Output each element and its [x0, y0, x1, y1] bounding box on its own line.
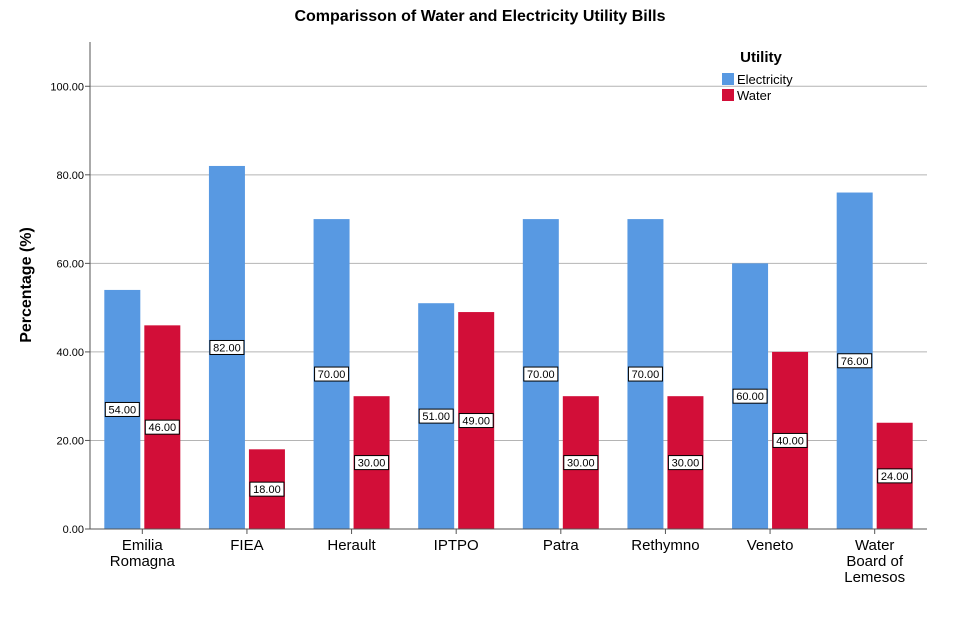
legend-label: Water — [737, 88, 772, 103]
data-label: 30.00 — [567, 458, 595, 470]
x-tick-label: Herault — [327, 537, 376, 554]
data-label-box — [627, 366, 663, 382]
x-tick-label: Rethymno — [631, 537, 699, 554]
legend-swatch — [722, 73, 734, 85]
data-label: 70.00 — [318, 369, 346, 381]
data-label: 18.00 — [253, 484, 281, 496]
y-tick-label: 80.00 — [56, 170, 84, 182]
data-label: 46.00 — [149, 422, 177, 434]
data-label-box — [732, 388, 768, 404]
data-label-box — [144, 419, 180, 435]
y-tick-label: 0.00 — [63, 524, 84, 536]
data-label-box — [877, 468, 913, 484]
data-label: 76.00 — [841, 356, 869, 368]
x-tick-label: Patra — [543, 537, 580, 554]
data-label: 40.00 — [776, 435, 804, 447]
x-tick-label: Emilia — [122, 537, 163, 554]
x-tick-label: Romagna — [110, 553, 176, 570]
x-tick-label: Veneto — [747, 537, 794, 554]
data-label: 82.00 — [213, 342, 241, 354]
data-label: 51.00 — [422, 411, 450, 423]
x-tick-label: Board of — [846, 553, 904, 570]
data-label-box — [354, 455, 390, 471]
y-tick-label: 40.00 — [56, 347, 84, 359]
y-tick-label: 60.00 — [56, 258, 84, 270]
data-label-box — [209, 339, 245, 355]
data-label-box — [563, 455, 599, 471]
data-label: 49.00 — [462, 416, 490, 428]
data-label: 54.00 — [109, 404, 137, 416]
data-label-box — [249, 481, 285, 497]
x-tick-label: IPTPO — [434, 537, 479, 554]
data-label-box — [458, 413, 494, 429]
legend-label: Electricity — [737, 72, 793, 87]
legend-title: Utility — [740, 49, 782, 66]
axes — [89, 42, 927, 530]
data-label: 70.00 — [632, 369, 660, 381]
data-label-box — [523, 366, 559, 382]
y-axis-label: Percentage (%) — [18, 227, 35, 343]
data-label: 24.00 — [881, 471, 909, 483]
x-tick-label: Lemesos — [844, 569, 905, 586]
y-tick-label: 20.00 — [56, 435, 84, 447]
data-label: 60.00 — [736, 391, 764, 403]
data-label-box — [104, 401, 140, 417]
data-label-box — [418, 408, 454, 424]
y-tick-label: 100.00 — [50, 81, 84, 93]
y-ticks: 0.00 20.00 40.00 60.00 80.00 100.00 — [50, 81, 90, 536]
chart-title: Comparisson of Water and Electricity Uti… — [294, 8, 665, 25]
legend-swatch — [722, 89, 734, 101]
data-label: 70.00 — [527, 369, 555, 381]
data-label-box — [772, 432, 808, 448]
data-label-box — [837, 353, 873, 369]
x-tick-label: Water — [855, 537, 894, 554]
data-label: 30.00 — [672, 458, 700, 470]
data-label: 30.00 — [358, 458, 386, 470]
data-label-box — [314, 366, 350, 382]
x-tick-label: FIEA — [230, 537, 263, 554]
bars: 54.00 46.00 82.00 18.00 70.00 30.00 51.00 49.00… — [104, 165, 913, 530]
data-label-box — [667, 455, 703, 471]
